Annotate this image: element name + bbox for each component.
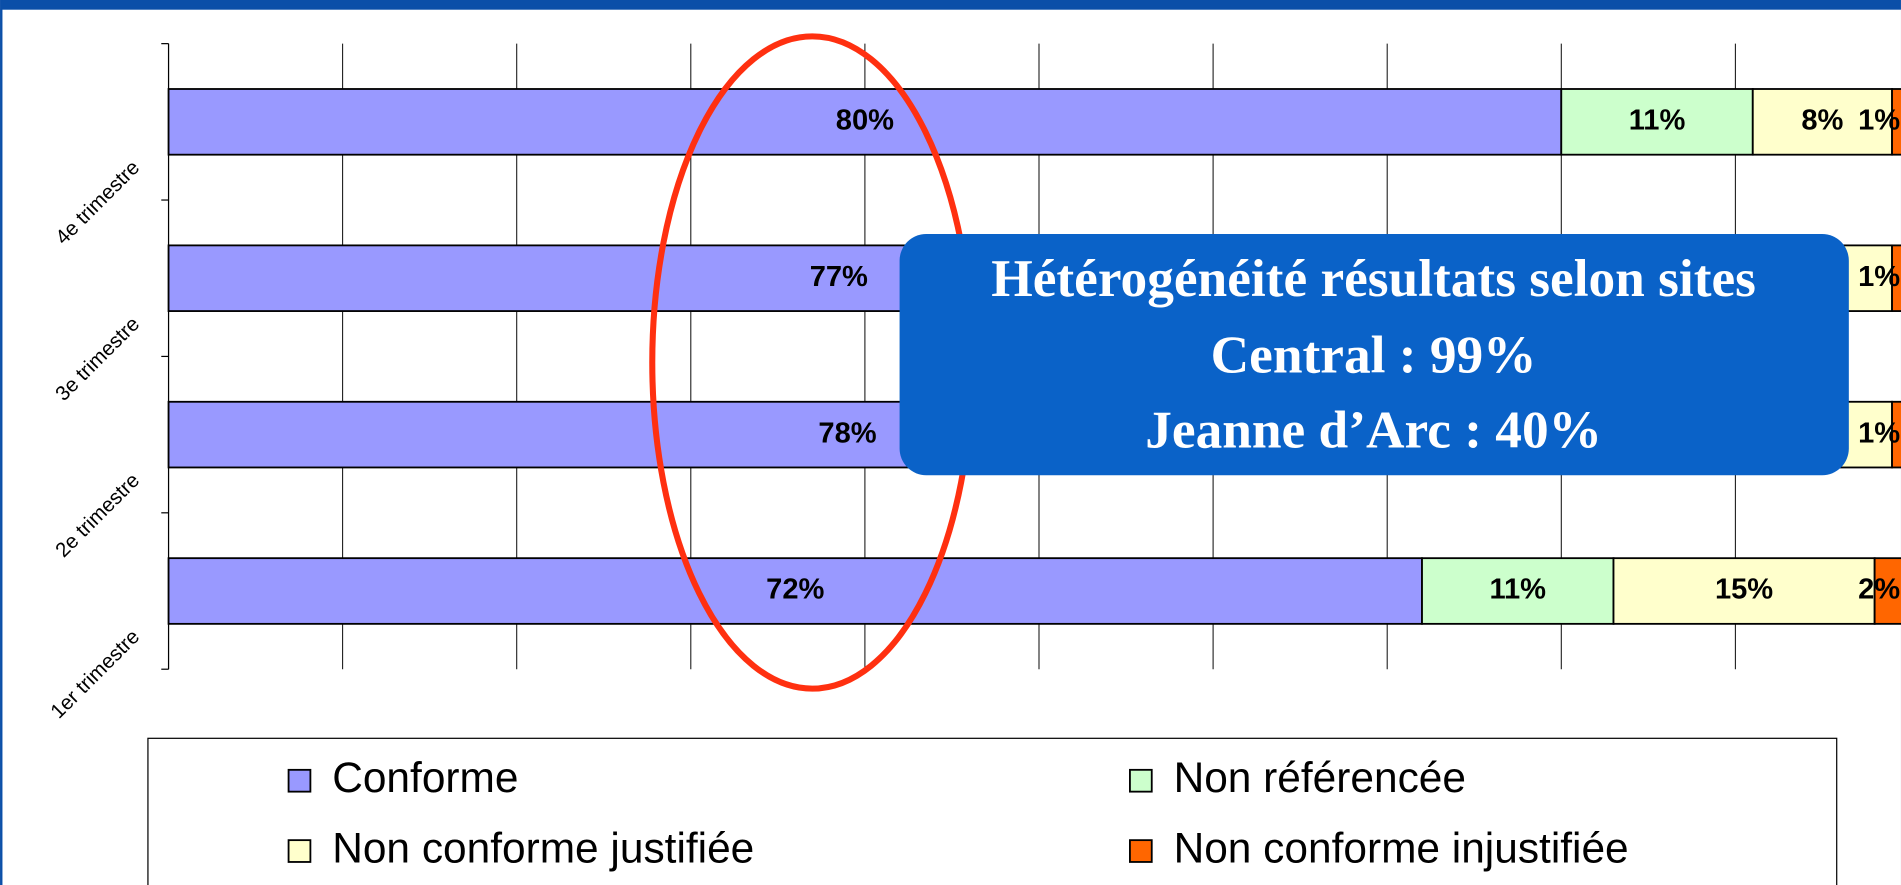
data-label: 8% xyxy=(1801,105,1843,137)
legend-box xyxy=(147,737,1838,885)
legend-swatch xyxy=(287,839,312,863)
bar-segment xyxy=(167,88,1563,156)
bar-segment xyxy=(1560,88,1754,156)
data-label: 2% xyxy=(1858,574,1900,606)
annotation-box xyxy=(899,233,1849,476)
bar-segment xyxy=(1751,88,1893,156)
legend-label: Non conforme justifiée xyxy=(332,824,754,871)
annotation-line: Central : 99% xyxy=(1211,324,1537,384)
legend-label: Conforme xyxy=(332,754,518,801)
legend-label: Non conforme injustifiée xyxy=(1174,824,1629,871)
data-label: 78% xyxy=(818,417,876,449)
data-label: 11% xyxy=(1629,105,1686,137)
data-label: 80% xyxy=(836,105,894,137)
data-label: 72% xyxy=(766,574,824,606)
data-label: 1% xyxy=(1858,261,1900,293)
legend-swatch xyxy=(1129,839,1153,863)
legend-label: Non référencée xyxy=(1174,754,1466,801)
legend: Conforme Non référencée Non conforme justi… xyxy=(287,754,1629,871)
data-label: 15% xyxy=(1715,574,1773,606)
bar-segment xyxy=(1873,557,1901,625)
annotation-line: Jeanne d’Arc : 40% xyxy=(1145,399,1602,459)
annotation-line: Hétérogénéité résultats selon sites xyxy=(991,248,1756,308)
data-label: 11% xyxy=(1489,574,1546,606)
legend-swatch xyxy=(287,768,312,793)
data-label: 1% xyxy=(1858,105,1900,137)
bar-segment xyxy=(1612,557,1876,625)
bar-segment xyxy=(1421,557,1615,625)
data-label: 77% xyxy=(810,261,868,293)
legend-swatch xyxy=(1129,768,1153,793)
data-label: 1% xyxy=(1858,417,1900,449)
